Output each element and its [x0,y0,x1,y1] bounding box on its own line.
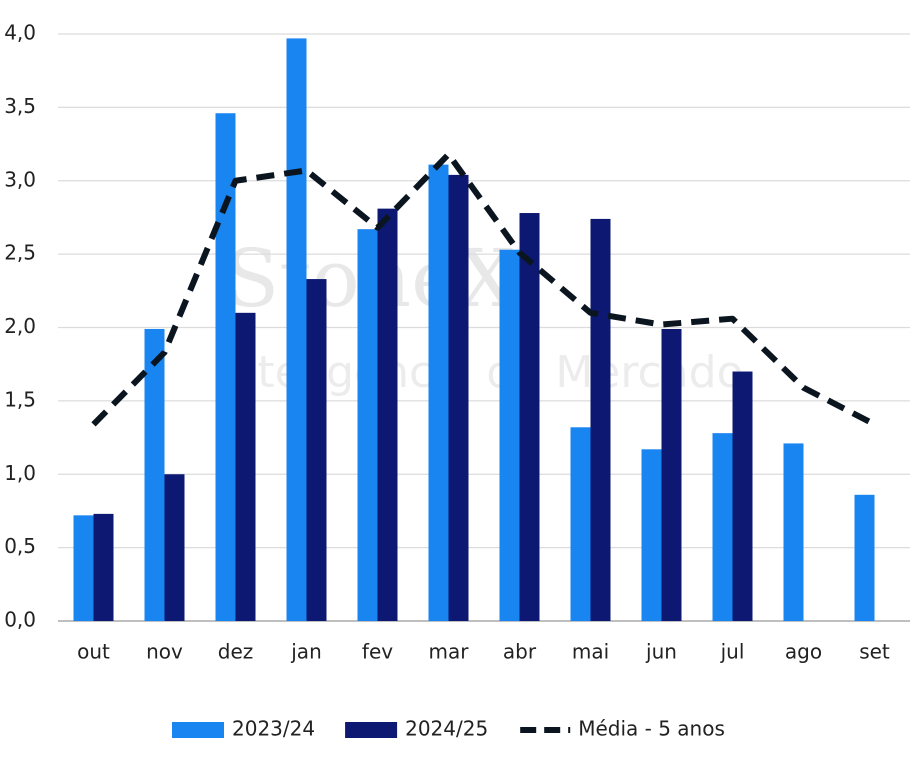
y-tick-label: 3,5 [4,94,36,118]
bar [306,279,327,621]
bar [590,218,611,621]
bar [641,449,662,621]
x-tick-label: ago [785,640,822,664]
y-tick-label: 2,5 [4,241,36,265]
y-tick-label: 0,0 [4,608,36,632]
y-tick-label: 1,0 [4,461,36,485]
bar [732,371,753,621]
y-tick-label: 4,0 [4,21,36,45]
bar [570,427,591,621]
legend-label: 2024/25 [405,717,488,741]
x-tick-label: set [859,640,890,664]
bar [712,433,733,621]
x-tick-label: nov [146,640,183,664]
y-tick-label: 0,5 [4,534,36,558]
bar [428,164,449,622]
bar [783,443,804,621]
bar [357,229,378,622]
y-tick-label: 1,5 [4,387,36,411]
legend-label: 2023/24 [232,717,315,741]
bar [215,113,236,622]
x-tick-label: jan [290,640,322,664]
y-tick-label: 2,0 [4,314,36,338]
bar [286,38,307,621]
y-tick-label: 3,0 [4,167,36,191]
x-tick-label: mar [429,640,470,664]
legend-swatch [345,722,398,738]
x-tick-label: dez [218,640,254,664]
bar [144,328,165,621]
bar [93,513,114,621]
bar [661,328,682,621]
bar [377,208,398,621]
x-tick-label: out [77,640,110,664]
bar [73,515,94,621]
bar [499,249,520,621]
line [91,151,876,428]
bar [854,494,875,621]
x-tick-label: fev [362,640,393,664]
x-tick-label: abr [503,640,537,664]
legend-label: Média - 5 anos [578,717,725,741]
legend-swatch [172,722,224,738]
x-tick-label: jun [645,640,677,664]
x-tick-label: jul [720,640,745,664]
x-tick-label: mai [572,640,609,664]
bar [235,312,256,621]
bar [448,174,469,621]
bar [164,474,185,621]
bar [519,213,540,621]
